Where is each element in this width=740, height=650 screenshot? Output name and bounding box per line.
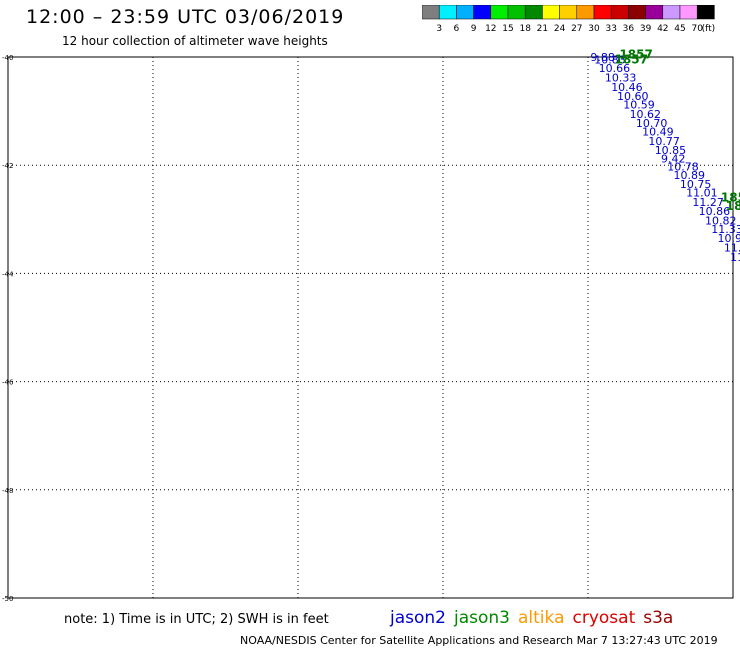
jason3-time-label: 1857 <box>619 47 652 61</box>
jason2-swh-label: 9.42 <box>661 153 686 166</box>
y-tick-label: -50 <box>2 595 13 603</box>
jason2-swh-label: 10.85 <box>655 144 687 157</box>
y-tick-label: -46 <box>2 379 14 387</box>
jason2-swh-label: 10.46 <box>611 81 643 94</box>
legend-tick-label: 36 <box>623 24 635 34</box>
jason2-swh-label: 10.89 <box>674 169 706 182</box>
jason2-swh-label: 10.60 <box>617 90 649 103</box>
legend-tick-label: 27 <box>571 24 582 34</box>
jason2-swh-label: 9.88 <box>590 51 615 64</box>
satellite-name-s3a: s3a <box>643 608 674 628</box>
jason2-swh-label: 10.78 <box>667 160 699 173</box>
jason2-swh-label: 10.62 <box>630 108 662 121</box>
jason3-time-label: 18 <box>726 199 740 213</box>
jason2-swh-label: 10.83 <box>594 54 626 67</box>
jason2-swh-label: 10.49 <box>642 126 674 139</box>
jason2-swh-label: 10.66 <box>599 62 631 75</box>
jason2-swh-label: 11.01 <box>686 186 718 199</box>
jason2-swh-label: 11.34 <box>724 241 740 254</box>
y-tick-label: -40 <box>2 54 13 62</box>
legend-unit: (ft) <box>702 24 716 34</box>
jason2-swh-label: 11.27 <box>692 196 724 209</box>
jason2-swh-label: 10.75 <box>680 178 712 191</box>
jason2-swh-label: 10.86 <box>699 205 731 218</box>
legend-tick-label: 42 <box>657 24 668 34</box>
satellite-name-altika: altika <box>518 608 565 628</box>
jason2-swh-label: 10.33 <box>605 72 637 85</box>
legend-tick-label: 12 <box>485 24 496 34</box>
legend-tick-label: 70 <box>691 24 703 34</box>
satellite-name-jason2: jason2 <box>390 608 446 628</box>
jason2-swh-label: 10.77 <box>648 135 680 148</box>
legend-tick-label: 39 <box>640 24 652 34</box>
legend-tick-label: 24 <box>554 24 566 34</box>
legend-tick-label: 15 <box>502 24 513 34</box>
y-tick-label: -42 <box>2 162 13 170</box>
legend-tick-label: 21 <box>537 24 548 34</box>
jason2-swh-label: 10.90 <box>718 232 740 245</box>
jason2-swh-label: 10.82 <box>705 214 737 227</box>
altimeter-map-plot: 03691215-40-42-44-46-48-509.8810.8310.66… <box>2 47 740 603</box>
map-frame <box>7 56 734 599</box>
legend-tick-label: 33 <box>605 24 616 34</box>
satellite-name-jason3: jason3 <box>454 608 510 628</box>
legend-tick-label: 18 <box>519 24 531 34</box>
jason2-swh-label: 11.33 <box>711 223 740 236</box>
footer-credit: NOAA/NESDIS Center for Satellite Applica… <box>240 634 718 647</box>
wave-height-color-legend: 3 6 9 12 15 18 21 24 27 30 33 36 39 42 45 70(ft) <box>422 5 716 34</box>
page-subtitle: 12 hour collection of altimeter wave hei… <box>62 34 328 48</box>
satellite-name-cryosat: cryosat <box>572 608 636 628</box>
jason2-swh-label: 10.70 <box>636 117 668 130</box>
page-title: 12:00 – 23:59 UTC 03/06/2019 <box>26 6 345 28</box>
jason2-swh-label: 11.45 <box>730 251 740 264</box>
legend-tick-label: 45 <box>674 24 685 34</box>
jason2-swh-label: 10.59 <box>623 99 655 112</box>
legend-tick-label: 30 <box>588 24 600 34</box>
y-tick-label: -44 <box>2 270 14 278</box>
legend-tick-label: 6 <box>454 24 460 34</box>
satellite-legend: jason2 jason3 altika cryosat s3a <box>390 608 681 628</box>
jason3-time-label: 1857 <box>615 53 648 67</box>
footer-note: note: 1) Time is in UTC; 2) SWH is in fe… <box>64 612 329 627</box>
jason3-time-label: 1857 <box>721 191 740 205</box>
legend-tick-label: 9 <box>471 24 477 34</box>
legend-tick-label: 3 <box>436 24 442 34</box>
y-tick-label: -48 <box>2 487 13 495</box>
data-track-group: 9.8810.8310.6610.3310.4610.6010.5910.621… <box>590 47 740 264</box>
legend-swatch <box>696 5 715 20</box>
